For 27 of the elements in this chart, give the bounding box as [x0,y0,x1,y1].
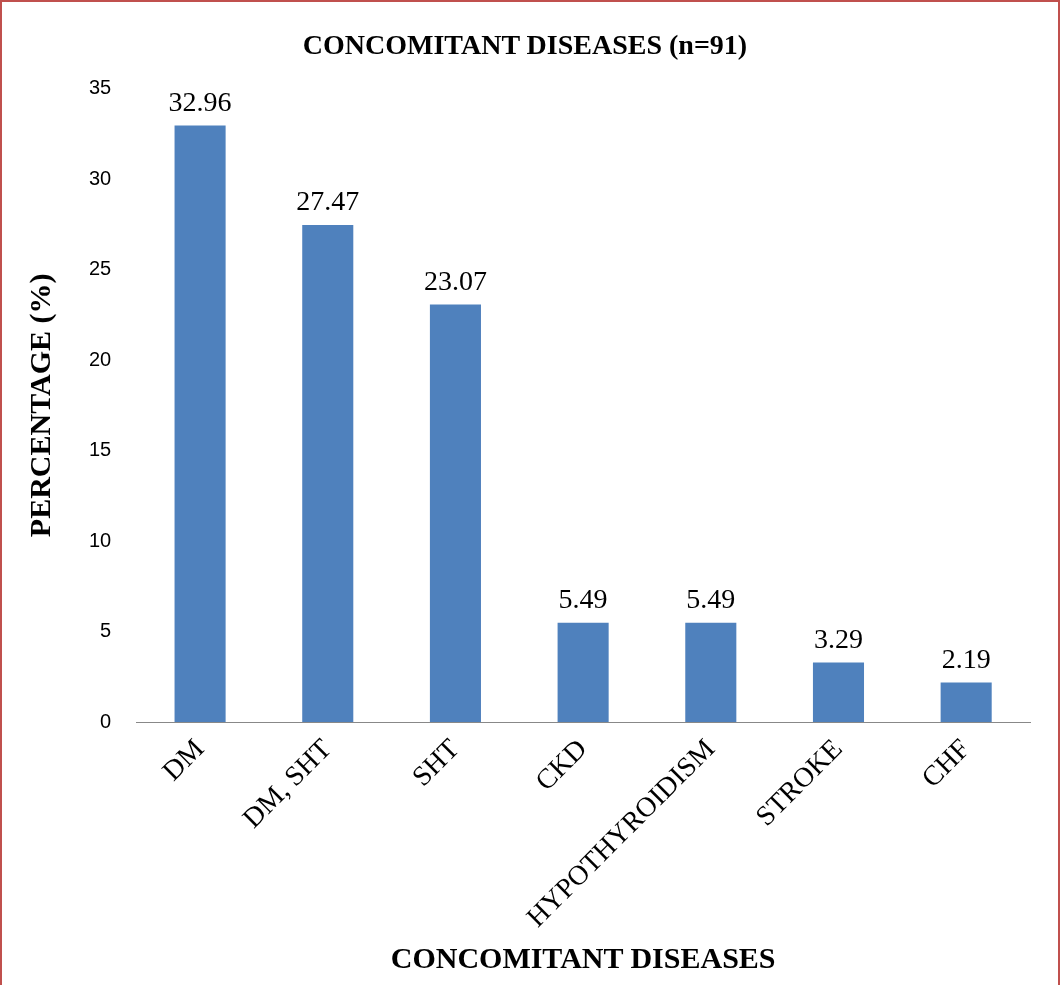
data-label: 23.07 [423,264,487,296]
x-tick-label: DM [155,732,210,787]
y-tick-label: 30 [89,166,112,189]
y-axis-title: PERCENTAGE (%) [22,273,57,538]
bar [940,682,992,723]
data-label: 2.19 [941,642,991,674]
bar [557,622,609,723]
y-tick-label: 20 [89,347,112,370]
y-tick-label: 0 [100,709,112,732]
y-tick-label: 25 [89,257,112,280]
y-tick-label: 15 [89,438,112,461]
data-label: 27.47 [296,185,360,217]
bar [429,304,481,723]
data-label: 32.96 [168,85,232,117]
data-label: 5.49 [686,583,736,615]
y-tick-label: 5 [100,619,112,642]
y-tick-label: 10 [89,528,112,551]
x-tick-label: CHF [915,732,976,793]
bar [302,224,354,723]
data-label: 3.29 [813,622,863,654]
bar [174,125,226,723]
y-tick-label: 35 [89,76,112,99]
data-label: 5.49 [558,583,608,615]
chart-title: CONCOMITANT DISEASES (n=91) [302,29,748,61]
bar [812,662,865,723]
x-axis-title: CONCOMITANT DISEASES [390,940,776,974]
bar [685,622,737,723]
